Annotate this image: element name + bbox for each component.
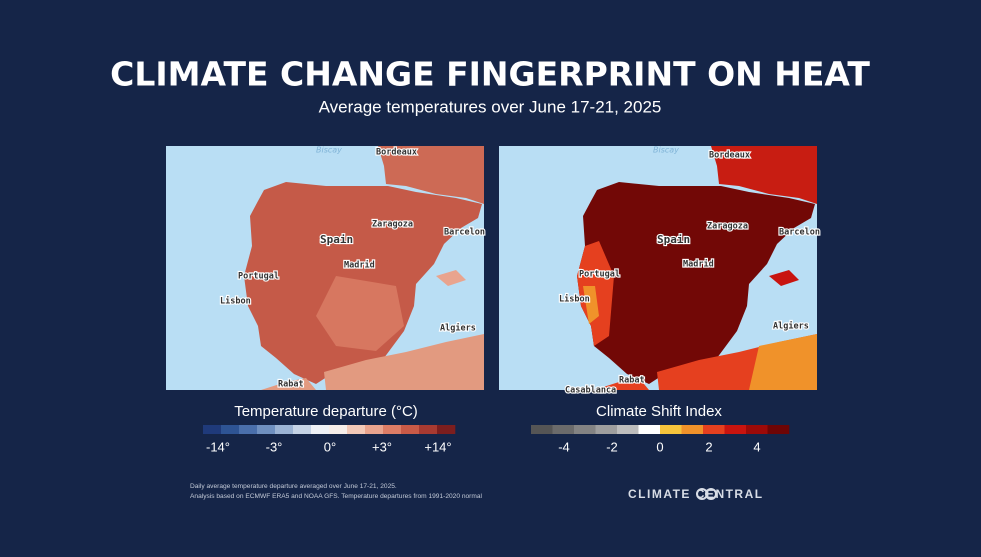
map-label: Biscay [653, 146, 679, 155]
lisbon-area [583, 286, 599, 324]
legend-swatch [419, 425, 438, 434]
legend-tick: +3° [372, 439, 392, 454]
map-label: Biscay [316, 146, 342, 155]
left-legend-bar [203, 425, 456, 434]
legend-swatch [574, 425, 596, 434]
legend-swatch [275, 425, 294, 434]
legend-swatch [617, 425, 639, 434]
legend-swatch [437, 425, 456, 434]
map-label: Spain [320, 233, 353, 246]
legend-swatch [767, 425, 790, 434]
map-label: Barcelon [779, 228, 820, 238]
title: CLIMATE CHANGE FINGERPRINT ON HEAT [110, 55, 870, 94]
legend-swatch [746, 425, 768, 434]
france [378, 146, 484, 204]
legend-title: Temperature departure (°C) [234, 403, 418, 420]
legend-tick: 0 [656, 439, 663, 454]
right-legend-bar [531, 425, 790, 434]
map-label: Zaragoza [372, 220, 413, 230]
legend-tick: 2 [705, 439, 712, 454]
africa-east [749, 334, 817, 390]
map-label: Portugal [579, 270, 620, 280]
legend-swatch [383, 425, 402, 434]
map-label: Casablanca [565, 386, 616, 396]
legend-tick: +14° [424, 439, 451, 454]
map-label: Lisbon [220, 296, 251, 307]
legend-swatch [681, 425, 704, 434]
map-label: Rabat [278, 380, 304, 390]
france [711, 146, 817, 204]
map-label: Lisbon [559, 294, 590, 305]
legend-swatch [203, 425, 222, 434]
map-label: Madrid [344, 260, 375, 271]
legend-title: Climate Shift Index [596, 403, 722, 420]
legend-swatch [347, 425, 366, 434]
africa [261, 334, 484, 390]
map-label: Rabat [619, 376, 645, 386]
legend-swatch [257, 425, 276, 434]
legend-swatch [595, 425, 618, 434]
map-label: Bordeaux [709, 151, 750, 161]
map-label: Barcelon [444, 228, 485, 238]
map-label: Algiers [773, 321, 809, 332]
legend-swatch [703, 425, 725, 434]
legend-tick: -3° [266, 439, 283, 454]
legend-swatch [638, 425, 661, 434]
map-label: Portugal [238, 272, 279, 282]
legend-swatch [531, 425, 553, 434]
subtitle: Average temperatures over June 17-21, 20… [319, 97, 662, 116]
footnote: Analysis based on ECMWF ERA5 and NOAA GF… [190, 493, 483, 500]
legend-swatch [552, 425, 575, 434]
footnote: Daily average temperature departure aver… [190, 483, 397, 490]
map-label: Zaragoza [707, 222, 748, 232]
right-map: Biscay Bordeaux Zaragoza Spain Barcelon … [499, 146, 821, 397]
legend-tick: 0° [324, 439, 336, 454]
left-map: Biscay Bordeaux Zaragoza Spain Barcelon … [166, 146, 486, 391]
legend-swatch [660, 425, 682, 434]
iberia [577, 182, 815, 384]
iberia-interior [316, 276, 404, 351]
legend-swatch [221, 425, 240, 434]
map-label: Bordeaux [376, 148, 417, 158]
legend-tick: -2 [606, 439, 618, 454]
legend-tick: 4 [753, 439, 760, 454]
legend-swatch [329, 425, 348, 434]
legend-tick: -14° [206, 439, 230, 454]
legend-swatch [293, 425, 312, 434]
legend-tick: -4 [558, 439, 570, 454]
balearic [769, 270, 799, 286]
legend-swatch [239, 425, 258, 434]
map-label: Algiers [440, 323, 476, 334]
map-label: Madrid [683, 259, 714, 270]
legend-swatch [311, 425, 330, 434]
balearic [436, 270, 466, 286]
logo: CLIMATE CENTRAL [628, 487, 764, 501]
map-label: Spain [657, 233, 690, 246]
legend-swatch [724, 425, 747, 434]
logo-mark [696, 488, 717, 500]
legend-swatch [401, 425, 420, 434]
legend-swatch [365, 425, 384, 434]
